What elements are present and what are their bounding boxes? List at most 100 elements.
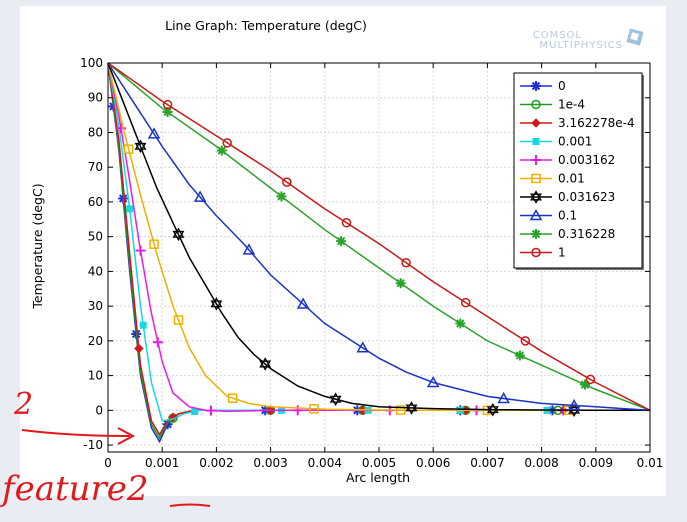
marker-shape — [531, 173, 541, 184]
series-marker — [455, 318, 466, 329]
marker-stroke — [336, 236, 346, 246]
series-marker — [227, 393, 238, 403]
series-marker — [296, 297, 310, 309]
chart-legend: 0 1e-4 3.162278e-4 0.001 0.003162 0.01 0.03162… — [513, 72, 644, 270]
x-tick-label: 0.009 — [579, 456, 613, 470]
marker-shape — [530, 190, 542, 201]
marker-shape — [532, 138, 540, 145]
marker-shape — [193, 190, 207, 202]
marker-shape — [405, 401, 418, 412]
marker-shape — [405, 404, 418, 415]
marker-shape — [529, 208, 543, 221]
marker-shape — [227, 393, 238, 403]
x-axis-label: Arc length — [346, 470, 410, 485]
legend-marker — [531, 99, 541, 110]
legend-label: 0.1 — [558, 209, 577, 223]
marker-shape — [568, 406, 581, 417]
series-marker — [116, 123, 127, 134]
legend-marker — [530, 190, 542, 204]
legend-label: 0.316228 — [558, 227, 615, 241]
series-marker — [205, 405, 216, 416]
y-tick-label: 0 — [95, 403, 103, 417]
marker-shape — [395, 405, 406, 415]
legend-entry: 0.001 — [520, 135, 592, 149]
y-tick-label: 10 — [88, 369, 103, 383]
y-tick-label: 80 — [88, 125, 103, 139]
legend-label: 1 — [558, 246, 566, 260]
marker-shape — [259, 360, 272, 371]
comsol-cube-icon — [626, 28, 644, 46]
x-tick-label: 0.007 — [470, 456, 504, 470]
series-marker — [162, 99, 173, 110]
series-marker — [139, 321, 147, 329]
y-tick-label: 100 — [80, 56, 103, 70]
series-marker — [336, 236, 347, 247]
series-marker — [172, 227, 185, 242]
logo-line-1: COMSOL — [533, 30, 582, 41]
marker-shape — [567, 398, 581, 411]
series-7 — [107, 62, 651, 412]
marker-stroke — [531, 229, 541, 239]
line-chart: COMSOL MULTIPHYSICS Line Graph: Temperat… — [30, 18, 663, 485]
y-tick-label: 30 — [88, 299, 103, 313]
x-tick-label: 0.001 — [145, 456, 179, 470]
legend-marker — [532, 138, 540, 145]
marker-shape — [356, 341, 370, 353]
series-marker — [162, 106, 173, 117]
legend-entry: 0.01 — [520, 172, 585, 186]
legend-label: 0 — [558, 79, 566, 93]
marker-shape — [123, 144, 134, 154]
y-tick-label: 40 — [88, 264, 103, 278]
marker-shape — [173, 315, 184, 325]
marker-shape — [426, 375, 440, 388]
legend-marker — [531, 229, 541, 239]
series-marker — [486, 402, 499, 417]
series-marker — [123, 144, 134, 154]
marker-shape — [162, 99, 173, 110]
marker-shape — [585, 374, 596, 385]
legend-label: 0.031623 — [558, 190, 615, 204]
marker-shape — [296, 297, 310, 309]
y-tick-label: 70 — [88, 160, 103, 174]
chart-title: Line Graph: Temperature (degC) — [165, 18, 367, 33]
marker-stroke — [217, 146, 227, 155]
axes-layer: 0 0.001 0.002 0.003 0.004 0.005 0.006 0.007 0.00… — [80, 56, 663, 470]
marker-shape — [531, 118, 541, 128]
series-line — [107, 62, 651, 412]
x-tick-label: 0 — [104, 456, 112, 470]
marker-shape — [460, 297, 471, 308]
marker-shape — [259, 357, 272, 368]
marker-shape — [486, 406, 499, 417]
series-marker — [514, 350, 525, 361]
series-marker — [216, 145, 227, 156]
marker-shape — [282, 177, 292, 187]
annotation-underline-icon — [169, 503, 211, 507]
legend-entry: 0.031623 — [520, 190, 615, 204]
marker-shape — [172, 227, 185, 238]
legend-entry: 1 — [520, 246, 566, 260]
legend-marker — [531, 118, 541, 128]
legend-label: 0.01 — [558, 172, 585, 186]
marker-shape — [139, 321, 147, 329]
x-tick-label: 0.002 — [199, 456, 233, 470]
series-8 — [107, 62, 651, 412]
series-layer — [107, 62, 651, 444]
legend-marker — [531, 173, 541, 184]
series-6 — [107, 62, 650, 417]
marker-stroke — [163, 107, 172, 117]
marker-stroke — [277, 192, 286, 201]
marker-shape — [134, 343, 144, 354]
legend-entry: 3.162278e-4 — [520, 116, 635, 130]
y-tick-label: -10 — [83, 438, 103, 452]
marker-shape — [497, 391, 510, 404]
y-tick-label: 50 — [88, 230, 103, 244]
series-marker — [191, 407, 199, 415]
series-marker — [222, 138, 232, 148]
marker-stroke — [531, 81, 541, 91]
marker-shape — [149, 239, 159, 249]
legend-label: 0.003162 — [558, 153, 615, 167]
series-9 — [107, 62, 651, 411]
series-marker — [356, 341, 370, 353]
series-marker — [579, 379, 590, 390]
marker-shape — [329, 392, 342, 403]
